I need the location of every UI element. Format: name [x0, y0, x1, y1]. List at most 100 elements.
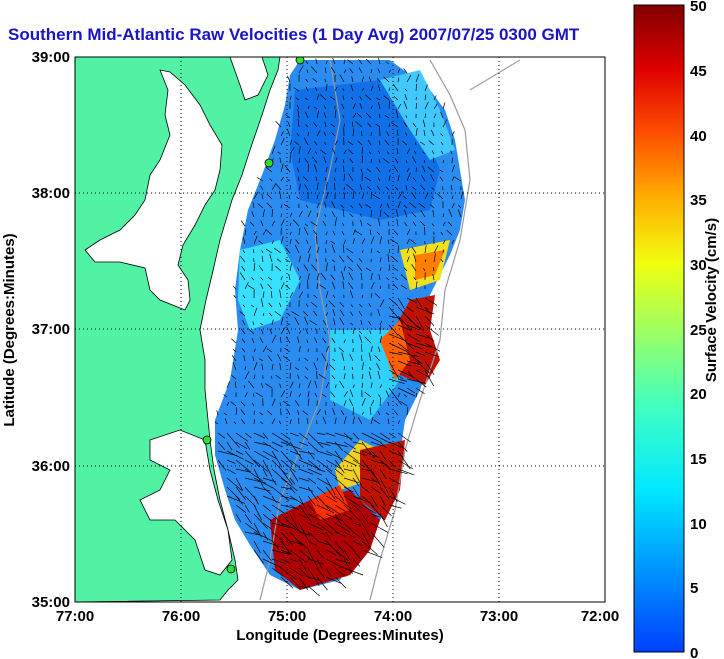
velocity-arrow: [343, 391, 348, 398]
velocity-arrow: [302, 176, 309, 182]
velocity-arrow: [447, 221, 453, 227]
velocity-arrow: [226, 381, 230, 389]
velocity-arrow: [304, 111, 309, 119]
velocity-arrow: [231, 375, 237, 380]
velocity-arrow: [360, 319, 363, 326]
velocity-arrow: [262, 432, 269, 440]
velocity-arrow: [316, 513, 329, 523]
velocity-arrow: [295, 97, 300, 101]
velocity-arrow: [397, 441, 408, 452]
velocity-arrow: [406, 333, 420, 342]
velocity-arrow: [330, 274, 336, 281]
velocity-arrow: [405, 185, 408, 191]
velocity-arrow: [451, 131, 455, 137]
velocity-arrow: [242, 319, 246, 326]
velocity-arrow: [343, 567, 364, 576]
velocity-arrow: [262, 540, 284, 548]
velocity-arrow: [271, 363, 274, 371]
velocity-arrow: [448, 208, 453, 218]
velocity-arrow: [418, 202, 426, 209]
velocity-arrow: [325, 240, 328, 245]
velocity-arrow: [226, 495, 246, 504]
velocity-arrow: [280, 390, 286, 398]
velocity-arrow: [343, 400, 347, 407]
velocity-arrow: [395, 109, 399, 119]
velocity-arrow: [341, 271, 345, 281]
velocity-arrow: [378, 113, 381, 119]
velocity-arrow: [242, 250, 246, 254]
velocity-arrow: [406, 228, 411, 236]
velocity-arrow: [424, 333, 435, 342]
velocity-arrow: [298, 330, 302, 335]
velocity-arrow: [217, 459, 227, 471]
velocity-arrow: [280, 522, 301, 532]
velocity-arrow: [314, 86, 318, 92]
bathymetry-contours: [259, 59, 521, 601]
x-axis-ticks: 77:00 76:00 75:00 74:00 73:00 72:00: [56, 608, 619, 625]
velocity-arrow: [298, 255, 302, 263]
velocity-arrow: [316, 202, 320, 209]
velocity-arrow: [387, 418, 390, 425]
velocity-arrow: [289, 147, 295, 155]
velocity-arrow: [310, 66, 318, 74]
velocity-arrow: [396, 129, 399, 137]
velocity-arrow: [394, 158, 399, 164]
velocity-arrow: [287, 410, 291, 416]
velocity-arrow: [285, 247, 291, 254]
y-axis-ticks: 39:00 38:00 37:00 36:00 35:00: [32, 49, 70, 611]
velocity-arrow: [404, 94, 408, 101]
velocity-arrow: [400, 401, 408, 407]
velocity-arrow: [304, 184, 309, 191]
velocity-arrow: [379, 477, 389, 494]
velocity-arrow: [271, 418, 276, 425]
velocity-arrow: [271, 495, 277, 504]
x-tick-label: 74:00: [374, 608, 412, 625]
velocity-arrow: [324, 78, 327, 83]
velocity-arrow: [369, 229, 372, 236]
velocity-arrow: [386, 277, 390, 281]
velocity-arrow: [370, 236, 375, 245]
velocity-arrow: [279, 402, 282, 407]
velocity-arrow: [370, 468, 381, 486]
colorbar-tick-label: 15: [690, 451, 707, 468]
velocity-arrow: [364, 391, 372, 398]
velocity-arrow: [361, 362, 365, 371]
velocity-arrow: [451, 202, 455, 209]
velocity-arrow: [424, 324, 439, 336]
velocity-arrow: [388, 123, 390, 128]
velocity-arrow: [397, 68, 401, 74]
velocity-arrow: [306, 418, 309, 425]
velocity-arrow: [361, 468, 373, 472]
velocity-arrow: [325, 558, 345, 569]
velocity-arrow: [379, 450, 387, 462]
velocity-arrow: [253, 361, 258, 371]
velocity-arrow: [289, 432, 299, 437]
velocity-arrow: [352, 477, 360, 487]
velocity-arrow: [440, 150, 444, 155]
velocity-arrow: [223, 394, 228, 398]
velocity-arrow: [370, 158, 372, 164]
velocity-arrow: [406, 351, 423, 365]
velocity-arrow: [316, 408, 321, 416]
velocity-arrow: [403, 196, 408, 200]
velocity-arrow: [377, 150, 381, 155]
velocity-arrow: [271, 459, 287, 475]
velocity-arrow: [343, 432, 353, 441]
velocity-arrow: [429, 204, 435, 209]
velocity-arrow: [376, 363, 381, 371]
velocity-arrow: [232, 348, 237, 353]
velocity-arrow: [251, 304, 255, 308]
velocity-arrow: [324, 410, 327, 416]
velocity-arrow: [289, 139, 293, 146]
velocity-arrow: [422, 165, 426, 173]
velocity-arrow: [343, 186, 346, 191]
velocity-arrow: [405, 159, 408, 164]
velocity-arrow: [217, 432, 226, 439]
y-tick-label: 35:00: [32, 594, 70, 611]
velocity-arrow: [323, 131, 327, 137]
velocity-arrow: [316, 93, 320, 101]
colorbar-tick-label: 30: [690, 257, 707, 274]
velocity-arrow: [316, 495, 331, 511]
velocity-arrow: [406, 297, 417, 304]
